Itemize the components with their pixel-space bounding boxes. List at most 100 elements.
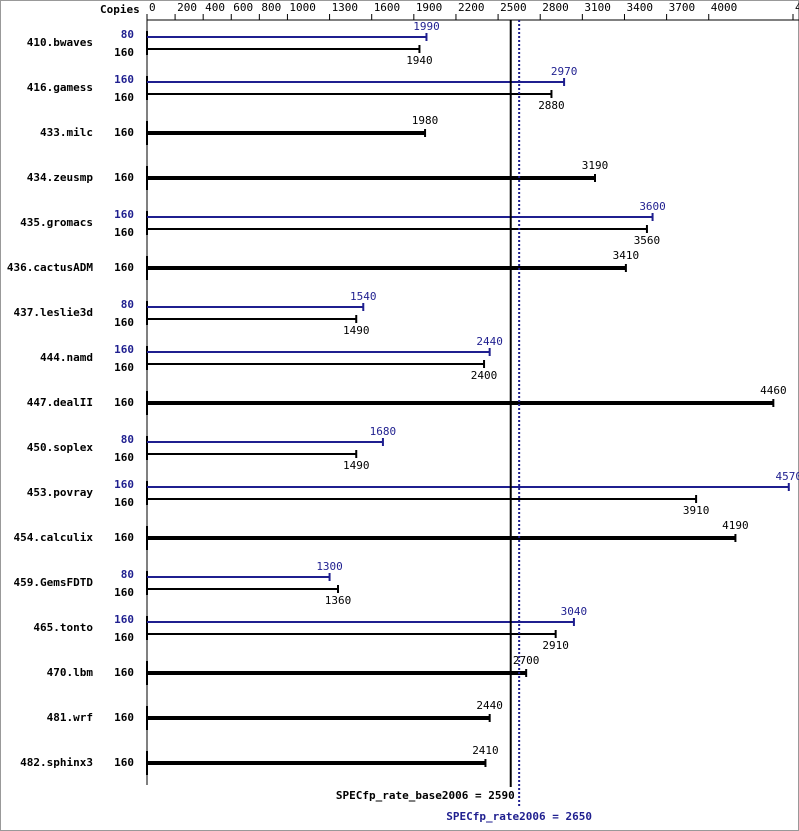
copies: 160 bbox=[114, 171, 134, 184]
value-label: 4190 bbox=[722, 519, 749, 532]
value-label: 1980 bbox=[412, 114, 439, 127]
copies: 80 bbox=[121, 298, 134, 311]
value-label: 2400 bbox=[471, 369, 498, 382]
base-bar bbox=[147, 266, 626, 270]
x-tick-label: 1300 bbox=[332, 1, 359, 14]
copies-header: Copies bbox=[100, 3, 140, 16]
benchmark-name: 436.cactusADM bbox=[7, 261, 93, 274]
benchmark-name: 450.soplex bbox=[27, 441, 94, 454]
benchmark-name: 444.namd bbox=[40, 351, 93, 364]
value-label: 3040 bbox=[561, 605, 588, 618]
value-label: 3560 bbox=[634, 234, 661, 247]
copies: 160 bbox=[114, 261, 134, 274]
copies: 160 bbox=[114, 316, 134, 329]
base-bar bbox=[147, 93, 552, 95]
value-label: 2970 bbox=[551, 65, 578, 78]
benchmark-name: 470.lbm bbox=[47, 666, 94, 679]
value-label: 1490 bbox=[343, 324, 370, 337]
benchmark-name: 433.milc bbox=[40, 126, 93, 139]
benchmark-name: 465.tonto bbox=[33, 621, 93, 634]
x-tick-label: 800 bbox=[261, 1, 281, 14]
copies: 160 bbox=[114, 91, 134, 104]
value-label: 4570 bbox=[776, 470, 799, 483]
x-tick-label: 4600 bbox=[795, 1, 799, 14]
value-label: 1360 bbox=[325, 594, 352, 607]
benchmark-name: 459.GemsFDTD bbox=[14, 576, 94, 589]
benchmark-name: 453.povray bbox=[27, 486, 94, 499]
base-bar bbox=[147, 671, 527, 675]
benchmark-name: 434.zeusmp bbox=[27, 171, 94, 184]
value-label: 1540 bbox=[350, 290, 377, 303]
peak-bar bbox=[147, 81, 565, 83]
copies: 160 bbox=[114, 496, 134, 509]
peak-bar bbox=[147, 441, 383, 443]
copies: 160 bbox=[114, 208, 134, 221]
x-tick-label: 3700 bbox=[669, 1, 696, 14]
x-tick-label: 1600 bbox=[374, 1, 401, 14]
value-label: 2910 bbox=[542, 639, 569, 652]
benchmark-name: 437.leslie3d bbox=[14, 306, 93, 319]
peak-bar bbox=[147, 216, 653, 218]
base-bar bbox=[147, 716, 490, 720]
copies: 160 bbox=[114, 126, 134, 139]
value-label: 1490 bbox=[343, 459, 370, 472]
value-label: 2440 bbox=[476, 335, 503, 348]
copies: 160 bbox=[114, 46, 134, 59]
x-tick-label: 2800 bbox=[542, 1, 569, 14]
x-tick-label: 400 bbox=[205, 1, 225, 14]
value-label: 1940 bbox=[406, 54, 433, 67]
value-label: 3600 bbox=[639, 200, 666, 213]
base-bar bbox=[147, 401, 774, 405]
x-tick-label: 200 bbox=[177, 1, 197, 14]
benchmark-name: 416.gamess bbox=[27, 81, 93, 94]
benchmark-name: 435.gromacs bbox=[20, 216, 93, 229]
copies: 80 bbox=[121, 28, 134, 41]
base-bar bbox=[147, 176, 595, 180]
value-label: 3410 bbox=[613, 249, 640, 262]
copies: 160 bbox=[114, 361, 134, 374]
x-tick-label: 2500 bbox=[500, 1, 526, 14]
benchmark-name: 482.sphinx3 bbox=[20, 756, 93, 769]
peak-bar bbox=[147, 576, 330, 578]
x-tick-label: 3400 bbox=[626, 1, 653, 14]
base-bar bbox=[147, 536, 736, 540]
x-tick-label: 3100 bbox=[584, 1, 611, 14]
copies: 160 bbox=[114, 756, 134, 769]
copies: 160 bbox=[114, 451, 134, 464]
copies: 160 bbox=[114, 226, 134, 239]
base-bar bbox=[147, 48, 420, 50]
x-tick-label: 4000 bbox=[711, 1, 738, 14]
copies: 160 bbox=[114, 343, 134, 356]
copies: 160 bbox=[114, 711, 134, 724]
value-label: 1680 bbox=[370, 425, 397, 438]
x-tick-label: 1000 bbox=[289, 1, 316, 14]
base-bar bbox=[147, 498, 697, 500]
copies: 80 bbox=[121, 568, 134, 581]
x-tick-label: 1900 bbox=[416, 1, 443, 14]
copies: 80 bbox=[121, 433, 134, 446]
copies: 160 bbox=[114, 396, 134, 409]
value-label: 4460 bbox=[760, 384, 787, 397]
base-bar bbox=[147, 588, 338, 590]
base-reference-label: SPECfp_rate_base2006 = 2590 bbox=[336, 789, 515, 802]
base-bar bbox=[147, 761, 486, 765]
value-label: 2880 bbox=[538, 99, 565, 112]
benchmark-name: 454.calculix bbox=[14, 531, 94, 544]
base-bar bbox=[147, 228, 647, 230]
benchmark-name: 481.wrf bbox=[47, 711, 93, 724]
base-bar bbox=[147, 363, 485, 365]
copies: 160 bbox=[114, 613, 134, 626]
copies: 160 bbox=[114, 531, 134, 544]
benchmark-name: 447.dealII bbox=[27, 396, 93, 409]
x-tick-label: 0 bbox=[149, 1, 156, 14]
peak-bar bbox=[147, 306, 364, 308]
x-tick-label: 2200 bbox=[458, 1, 485, 14]
copies: 160 bbox=[114, 666, 134, 679]
x-tick-label: 600 bbox=[233, 1, 253, 14]
value-label: 1300 bbox=[316, 560, 343, 573]
peak-bar bbox=[147, 486, 789, 488]
value-label: 2440 bbox=[476, 699, 503, 712]
base-bar bbox=[147, 131, 426, 135]
